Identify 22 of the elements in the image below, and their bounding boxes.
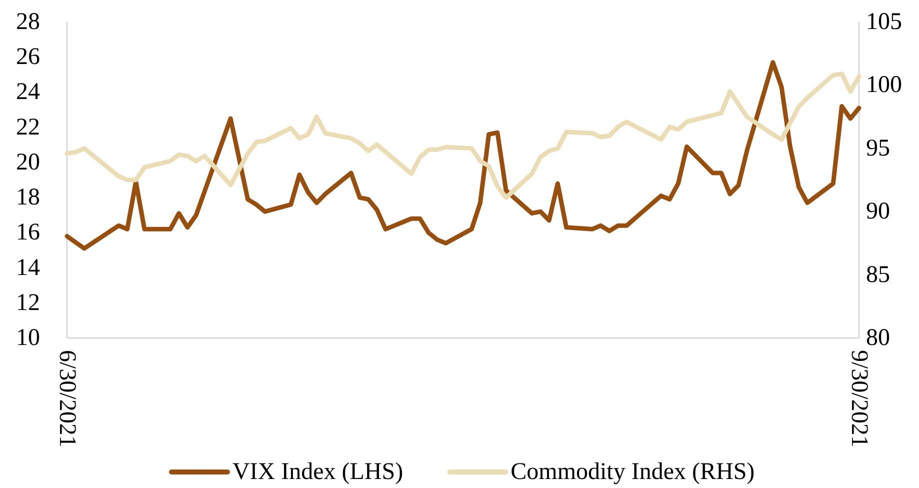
- legend-label: VIX Index (LHS): [232, 459, 404, 485]
- x-tick-label: 9/30/2021: [846, 350, 872, 448]
- y2-tick-label: 85: [866, 262, 890, 288]
- y2-tick-label: 100: [866, 72, 902, 98]
- y2-tick-label: 105: [866, 9, 902, 35]
- x-tick-label: 6/30/2021: [54, 350, 80, 448]
- y-tick-label: 18: [16, 184, 40, 211]
- y2-tick-label: 90: [866, 198, 890, 225]
- y-tick-label: 16: [16, 220, 40, 246]
- y-tick-label: 10: [16, 325, 40, 351]
- y-tick-label: 24: [16, 79, 40, 106]
- y-tick-label: 20: [16, 149, 40, 176]
- y-tick-label: 26: [16, 44, 40, 70]
- y2-tick-label: 95: [866, 135, 890, 162]
- line-series: [64, 72, 862, 200]
- y-tick-label: 12: [16, 290, 40, 316]
- legend-label: Commodity Index (RHS): [510, 459, 755, 485]
- line-series: [64, 60, 862, 251]
- y-tick-label: 22: [16, 114, 40, 140]
- y-tick-label: 28: [16, 9, 40, 35]
- y-tick-label: 14: [16, 254, 40, 281]
- y2-tick-label: 80: [866, 325, 890, 351]
